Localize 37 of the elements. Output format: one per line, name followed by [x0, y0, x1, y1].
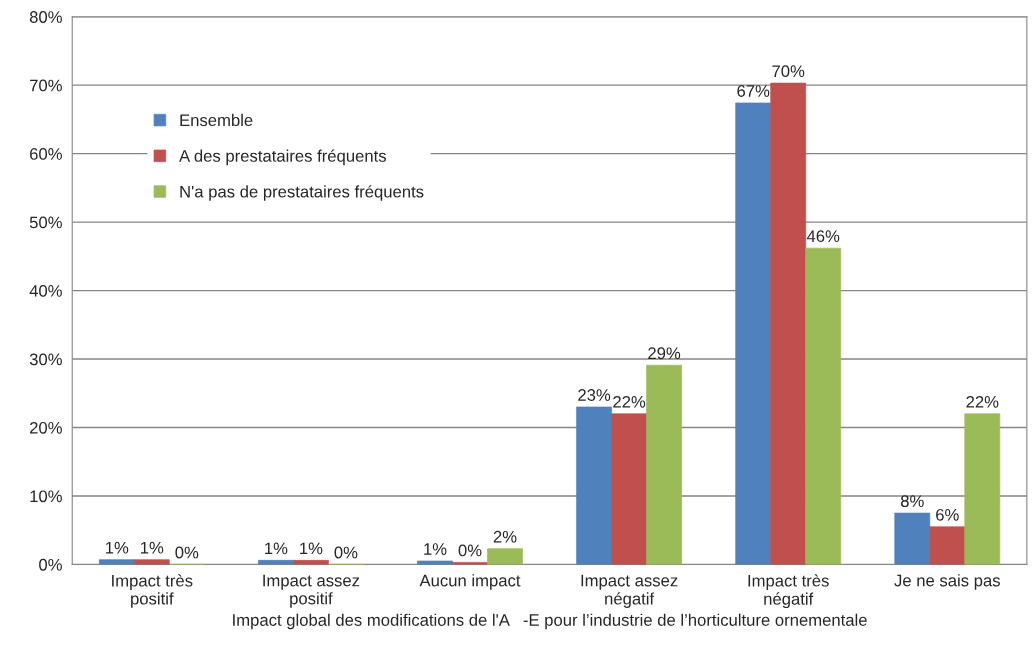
data-label: 8%	[900, 495, 924, 508]
y-tick-label: 80%	[29, 11, 62, 23]
data-label: 70%	[772, 65, 805, 78]
data-label: 1%	[106, 541, 129, 554]
data-label: 1%	[141, 541, 164, 554]
x-axis-title: Impact global des modifications de l'A -E pour l’industrie de l’horticulture ornementale	[233, 613, 867, 630]
y-tick-label: 50%	[29, 216, 62, 229]
y-tick-label: 60%	[30, 148, 62, 160]
y-tick-label: 40%	[29, 284, 62, 297]
x-tick-label: Impact très positif	[112, 574, 193, 608]
x-tick-label: Aucun impact	[419, 574, 521, 590]
data-label: 67%	[737, 85, 770, 97]
data-label: 22%	[966, 395, 999, 408]
data-label: 1%	[300, 542, 323, 555]
data-label: 0%	[458, 544, 482, 557]
x-tick-label: Impact assez positif	[263, 574, 360, 608]
x-tick-label: Impact assez négatif	[581, 574, 678, 608]
data-label: 0%	[334, 546, 358, 559]
data-label: 1%	[265, 542, 288, 555]
y-tick-label: 20%	[30, 421, 62, 434]
data-label: 29%	[648, 347, 681, 360]
y-tick-label: 0%	[39, 558, 62, 571]
data-label: 1%	[424, 543, 447, 555]
x-tick-label: Je ne sais pas	[894, 574, 1000, 590]
data-label: 6%	[936, 508, 959, 521]
data-label: 22%	[613, 395, 646, 408]
legend-label: A des prestataires fréquents	[179, 149, 386, 166]
legend-label: N'a pas de prestataires fréquents	[180, 185, 424, 201]
data-label: 46%	[806, 230, 840, 243]
data-label: 23%	[578, 389, 611, 401]
legend-label: Ensemble	[180, 113, 253, 127]
y-tick-label: 70%	[30, 79, 62, 92]
y-tick-label: 10%	[30, 490, 62, 503]
data-label: 2%	[493, 530, 517, 543]
y-tick-label: 30%	[29, 353, 62, 366]
x-tick-label: Impact très négatif	[748, 574, 829, 609]
data-label: 0%	[175, 546, 199, 559]
